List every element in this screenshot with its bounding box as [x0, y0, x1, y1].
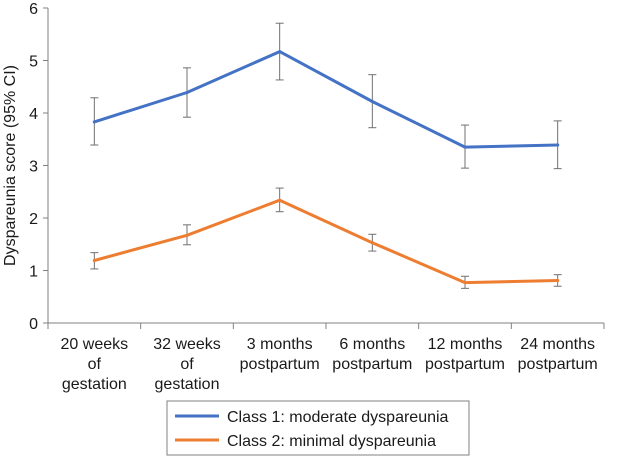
x-tick-label: 6 months postpartum — [332, 336, 412, 373]
y-tick-label: 0 — [29, 316, 38, 333]
x-tick-label: 32 weeks of gestation — [153, 336, 221, 393]
y-tick-label: 2 — [29, 211, 38, 228]
data-point — [370, 241, 374, 245]
y-tick-label: 4 — [29, 106, 38, 123]
y-axis-title: Dyspareunia score (95% CI) — [2, 65, 19, 266]
data-point — [463, 281, 467, 285]
data-point — [92, 259, 96, 263]
x-tick-label: 24 months postpartum — [518, 336, 598, 373]
data-point — [556, 278, 560, 282]
legend-label-1: Class 1: moderate dyspareunia — [227, 409, 449, 426]
x-tick-label: 12 months postpartum — [425, 336, 505, 373]
data-point — [185, 233, 189, 237]
data-point — [278, 50, 282, 54]
data-point — [278, 198, 282, 202]
x-tick-label: 20 weeks of gestation — [61, 336, 129, 393]
data-point — [185, 91, 189, 95]
y-tick-label: 6 — [29, 1, 38, 18]
data-point — [370, 99, 374, 103]
data-point — [556, 143, 560, 147]
legend-label-2: Class 2: minimal dyspareunia — [227, 433, 436, 450]
series-line-2 — [92, 198, 560, 285]
series-line-1 — [92, 50, 560, 149]
y-tick-label: 5 — [29, 54, 38, 71]
x-tick-label: 3 months postpartum — [240, 336, 320, 373]
y-tick-label: 1 — [29, 264, 38, 281]
data-point — [463, 145, 467, 149]
data-point — [92, 120, 96, 124]
legend-box — [166, 400, 470, 456]
y-tick-label: 3 — [29, 159, 38, 176]
